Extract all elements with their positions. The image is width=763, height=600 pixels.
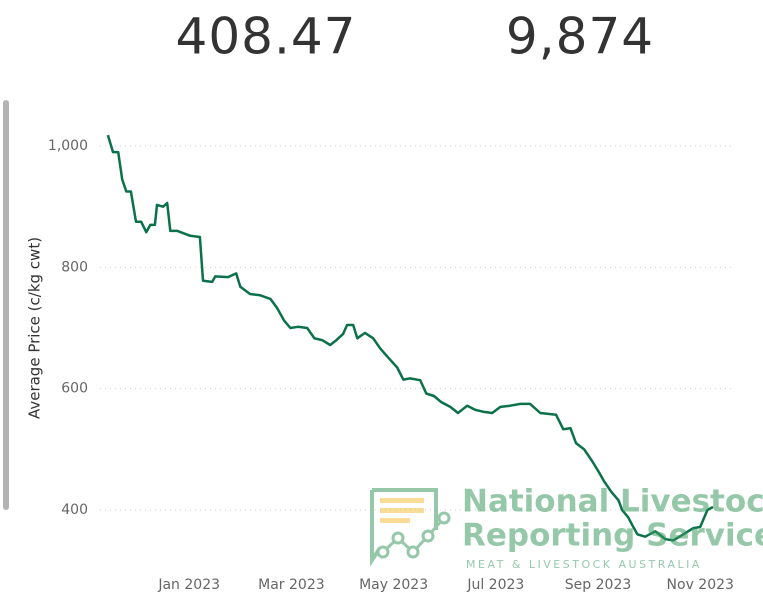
x-tick-label: Nov 2023 [667, 577, 734, 593]
logo-dot [421, 529, 435, 543]
kpi-value: 408.47 [176, 8, 357, 66]
logo-dot [391, 531, 405, 545]
logo-bar [380, 508, 424, 513]
x-tick-label: Jan 2023 [157, 577, 220, 593]
logo-dot [376, 545, 390, 559]
logo: National Livestock Reporting Service MEA… [370, 484, 763, 571]
logo-dot [437, 511, 451, 525]
x-tick-label: Sep 2023 [565, 577, 631, 593]
logo-title: National Livestock [462, 484, 763, 520]
logo-title: Reporting Service [462, 518, 763, 554]
y-tick-label: 1,000 [48, 138, 88, 154]
y-axis-label: Average Price (c/kg cwt) [26, 237, 44, 419]
y-tick-label: 600 [61, 381, 88, 397]
logo-bar [380, 498, 424, 503]
scrollbar[interactable] [3, 100, 9, 510]
y-tick-label: 800 [61, 259, 88, 275]
x-tick-label: Jul 2023 [466, 577, 524, 593]
x-tick-label: Mar 2023 [258, 577, 325, 593]
logo-subtitle: MEAT & LIVESTOCK AUSTRALIA [466, 558, 702, 571]
kpi-value: 9,874 [506, 8, 654, 66]
plot: 400 600 800 1,000 Jan 2023 Mar 2023 May 2023 Ju… [48, 134, 735, 593]
logo-bar [380, 518, 410, 523]
line [106, 134, 714, 542]
y-tick-label: 400 [61, 502, 88, 518]
x-tick-label: May 2023 [359, 577, 428, 593]
logo-dot [406, 545, 420, 559]
